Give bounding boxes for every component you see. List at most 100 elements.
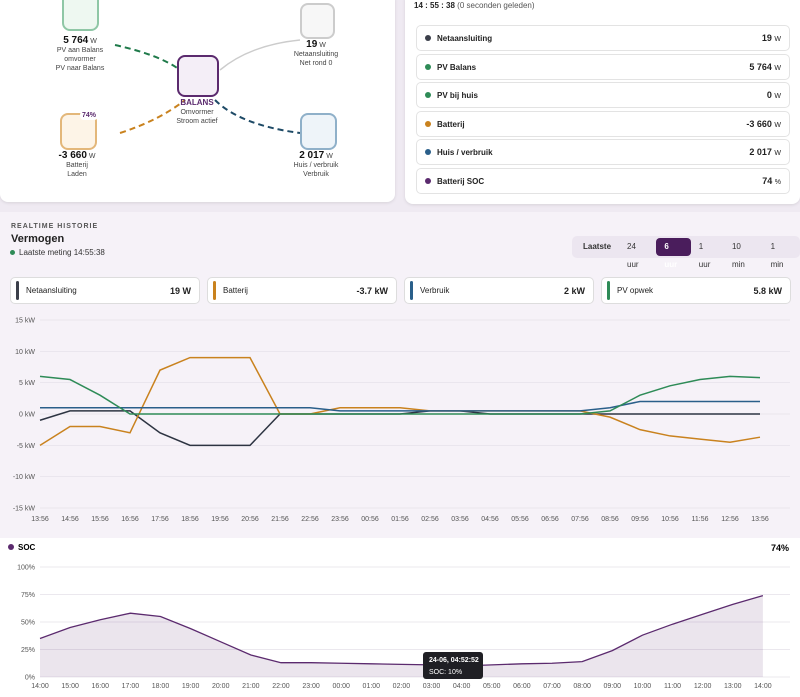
time: 14 : 55 : 38 [414,1,455,10]
unit: W [774,93,781,100]
soc-line [39,594,764,667]
range-button[interactable]: 1 uur [698,242,711,269]
x-tick-label: 23:00 [302,683,320,690]
x-tick-label: 08:56 [601,516,619,523]
unit: W [319,42,326,49]
value: 19 [306,39,318,50]
balans-node: BALANS Omvormer Stroom actief [147,98,247,126]
x-tick-label: 03:00 [423,683,441,690]
sub: PV naar Balans [55,65,105,72]
soc-current: 74% [771,543,789,553]
status-row: Huis / verbruik 2 017 W [416,139,790,165]
swatch [213,281,216,300]
soc-area [40,595,763,677]
status-row: Batterij -3 660 W [416,111,790,137]
label: omvormer [64,56,96,63]
card-value: 19 W [169,285,191,296]
tooltip-text: SOC: 10% [429,669,462,676]
x-tick-label: 06:00 [513,683,531,690]
sub: Stroom actief [176,118,218,125]
range-button[interactable]: 24 uur [627,242,639,269]
sub: Laden [67,171,87,178]
tooltip [423,652,483,679]
x-tick-label: 04:56 [481,516,499,523]
swatch [16,281,19,300]
card-label: Verbruik [420,286,450,295]
value: 0 [766,90,772,100]
swatch [410,281,413,300]
range-button[interactable]: 10 min [731,242,745,269]
swatch [607,281,610,300]
x-tick-label: 10:00 [634,683,652,690]
x-tick-label: 01:56 [391,516,409,523]
status-title: 14 : 55 : 38 (0 seconden geleden) [414,1,535,10]
label: Huis / verbruik [293,162,339,169]
card-label: Netaansluiting [26,286,77,295]
x-tick-label: 19:00 [182,683,200,690]
series-line [40,400,760,412]
x-tick-label: 07:56 [571,516,589,523]
x-tick-label: 21:56 [271,516,289,523]
legend-card: Netaansluiting 19 W [10,277,200,304]
pv-icon [62,0,99,31]
balans-icon [177,55,219,97]
x-tick-label: 14:00 [754,683,772,690]
y-tick-label: 0 kW [19,412,35,419]
x-tick-label: 21:00 [242,683,260,690]
x-tick-label: 12:00 [694,683,712,690]
ago: (0 seconden geleden) [457,1,535,10]
x-tick-label: 02:00 [393,683,411,690]
unit: W [774,65,781,72]
x-tick-label: 10:56 [661,516,679,523]
card-value: 5.8 kW [753,285,782,296]
x-tick-label: 00:56 [361,516,379,523]
x-tick-label: 16:56 [121,516,139,523]
legend-card: Batterij -3.7 kW [207,277,397,304]
legend-card: Verbruik 2 kW [404,277,594,304]
range-button[interactable]: 1 min [770,242,784,269]
x-tick-label: 06:56 [541,516,559,523]
tooltip-title: 24-06, 04:52:52 [429,657,479,664]
x-tick-label: 13:56 [31,516,49,523]
row-value: -3 660 W [746,119,781,129]
value: 19 [761,33,772,43]
history-title: Vermogen [11,233,65,245]
label: Netaansluiting [293,51,339,58]
y-tick-label: -10 kW [13,474,36,481]
x-tick-label: 17:00 [122,683,140,690]
x-tick-label: 03:56 [451,516,469,523]
x-tick-label: 12:56 [721,516,739,523]
kicker: REALTIME HISTORIE [11,223,99,230]
card-value: -3.7 kW [356,285,388,296]
x-tick-label: 16:00 [91,683,109,690]
y-tick-label: -5 kW [17,443,36,450]
card-label: Batterij [223,286,248,295]
row-label: PV bij huis [437,90,478,100]
y-tick-label: 5 kW [19,380,35,387]
status-row: PV bij huis 0 W [416,82,790,108]
x-tick-label: 18:56 [181,516,199,523]
range-button[interactable]: 6 uur [656,238,691,269]
x-tick-label: 05:56 [511,516,529,523]
dot [425,64,431,70]
chart-bg [0,538,800,697]
value: 2 017 [749,147,772,157]
status-row: PV Balans 5 764 W [416,54,790,80]
sub: Net rond 0 [299,60,333,67]
range-select: Laatste 24 uur 6 uur 1 uur 10 min 1 min [572,236,800,269]
unit: W [88,153,96,160]
y-tick-label: 10 kW [15,349,35,356]
row-label: Huis / verbruik [437,147,493,157]
legend-card: PV opwek 5.8 kW [601,277,791,304]
card-value: 2 kW [563,285,585,296]
y-tick-label: 25% [21,647,35,654]
row-value: 0 W [767,90,781,100]
last-measure: Laatste meting 14:55:38 [10,248,105,257]
unit: W [774,150,781,157]
series-line [39,375,761,415]
grid-icon [300,3,335,39]
series-line [39,410,760,447]
unit: W [774,122,781,129]
row-label: Batterij SOC [437,176,485,186]
